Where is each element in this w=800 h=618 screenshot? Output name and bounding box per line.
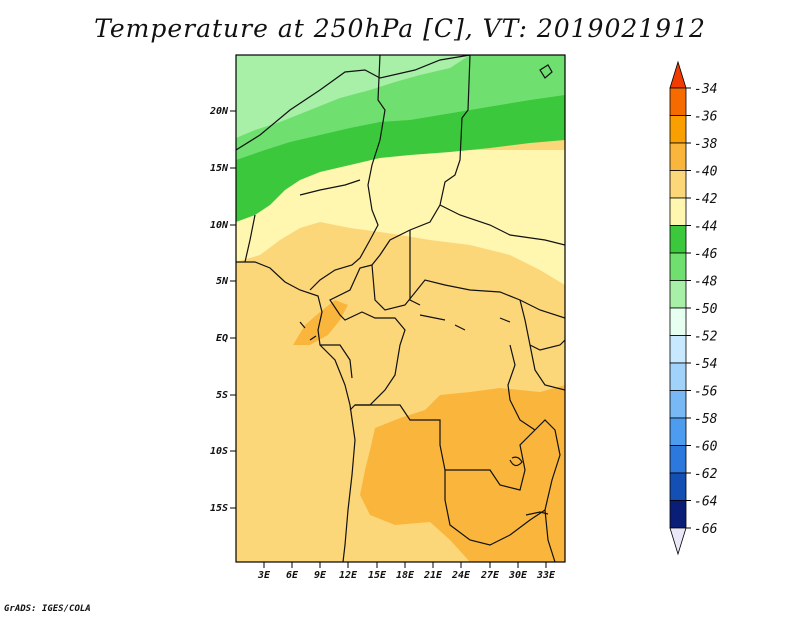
colorbar-swatch (669, 142, 687, 171)
lon-label: 21E (423, 570, 443, 581)
colorbar-label: -46 (694, 247, 718, 262)
colorbar-swatch (669, 170, 687, 199)
lon-label: 24E (451, 570, 471, 581)
colorbar-label: -48 (694, 275, 718, 290)
colorbar-label: -58 (694, 412, 718, 427)
chart-title: Temperature at 250hPa [C], VT: 201902191… (94, 14, 706, 43)
lat-label: 5N (216, 276, 229, 287)
colorbar-arrow-top (669, 60, 687, 89)
lon-axis: 3E 6E 9E 12E 15E 18E 21E 24E 27E 30E 33E (257, 562, 556, 581)
colorbar-arrow-bottom (669, 527, 687, 556)
lon-label: 33E (536, 570, 556, 581)
colorbar-swatch (669, 197, 687, 226)
field-minus-46-ne (470, 55, 565, 96)
colorbar-swatch (669, 307, 687, 336)
lon-label: 30E (508, 570, 528, 581)
lat-label: 10S (210, 446, 228, 457)
colorbar-swatch (669, 252, 687, 281)
field-minus-48 (236, 55, 470, 138)
colorbar-label: -56 (694, 385, 718, 400)
lon-label: 27E (480, 570, 500, 581)
colorbar-swatch (669, 87, 687, 116)
colorbar-label: -50 (694, 302, 718, 317)
lat-label: 5S (216, 390, 228, 401)
colorbar-swatch (669, 472, 687, 501)
lat-label: 10N (210, 220, 229, 231)
colorbar-swatch (669, 280, 687, 309)
colorbar-label: -38 (694, 137, 718, 152)
colorbar-label: -64 (694, 495, 717, 510)
colorbar-label: -36 (694, 110, 718, 125)
lat-label: 15N (210, 163, 229, 174)
colorbar-label: -54 (694, 357, 717, 372)
lat-label: 15S (210, 503, 228, 514)
field-minus-38-west (293, 300, 348, 345)
lon-label: 9E (314, 570, 327, 581)
lon-label: 15E (368, 570, 387, 581)
lon-label: 3E (257, 570, 271, 581)
plot-frame (235, 54, 566, 563)
colorbar-swatch (669, 225, 687, 254)
colorbar-swatch (669, 362, 687, 391)
colorbar-label: -60 (694, 440, 718, 455)
lat-label: EQ (216, 333, 228, 344)
lon-label: 18E (396, 570, 415, 581)
colorbar-swatch (669, 500, 687, 529)
colorbar-label: -40 (694, 165, 718, 180)
field-minus-42 (236, 150, 565, 285)
colorbar-label: -66 (694, 522, 718, 537)
country-borders (236, 55, 565, 562)
colorbar-label: -52 (694, 330, 718, 345)
colorbar: -34 -36 -38 -40 -42 -44 -46 -48 -50 -52 -54 -56 -58 -… (669, 60, 718, 556)
colorbar-swatch (669, 445, 687, 474)
colorbar-label: -34 (694, 82, 717, 97)
temperature-field (236, 55, 565, 562)
lon-label: 12E (339, 570, 358, 581)
lat-label: 20N (209, 106, 229, 117)
field-minus-38 (360, 385, 565, 562)
lon-label: 6E (286, 570, 299, 581)
colorbar-swatch (669, 390, 687, 419)
colorbar-label: -42 (694, 192, 718, 207)
colorbar-label: -44 (694, 220, 717, 235)
colorbar-label: -62 (694, 467, 718, 482)
colorbar-swatch (669, 417, 687, 446)
colorbar-swatch (669, 335, 687, 364)
lat-axis: 20N 15N 10N 5N EQ 5S 10S 15S (209, 106, 236, 514)
grads-credit: GrADS: IGES/COLA (4, 604, 91, 614)
colorbar-swatch (669, 115, 687, 144)
